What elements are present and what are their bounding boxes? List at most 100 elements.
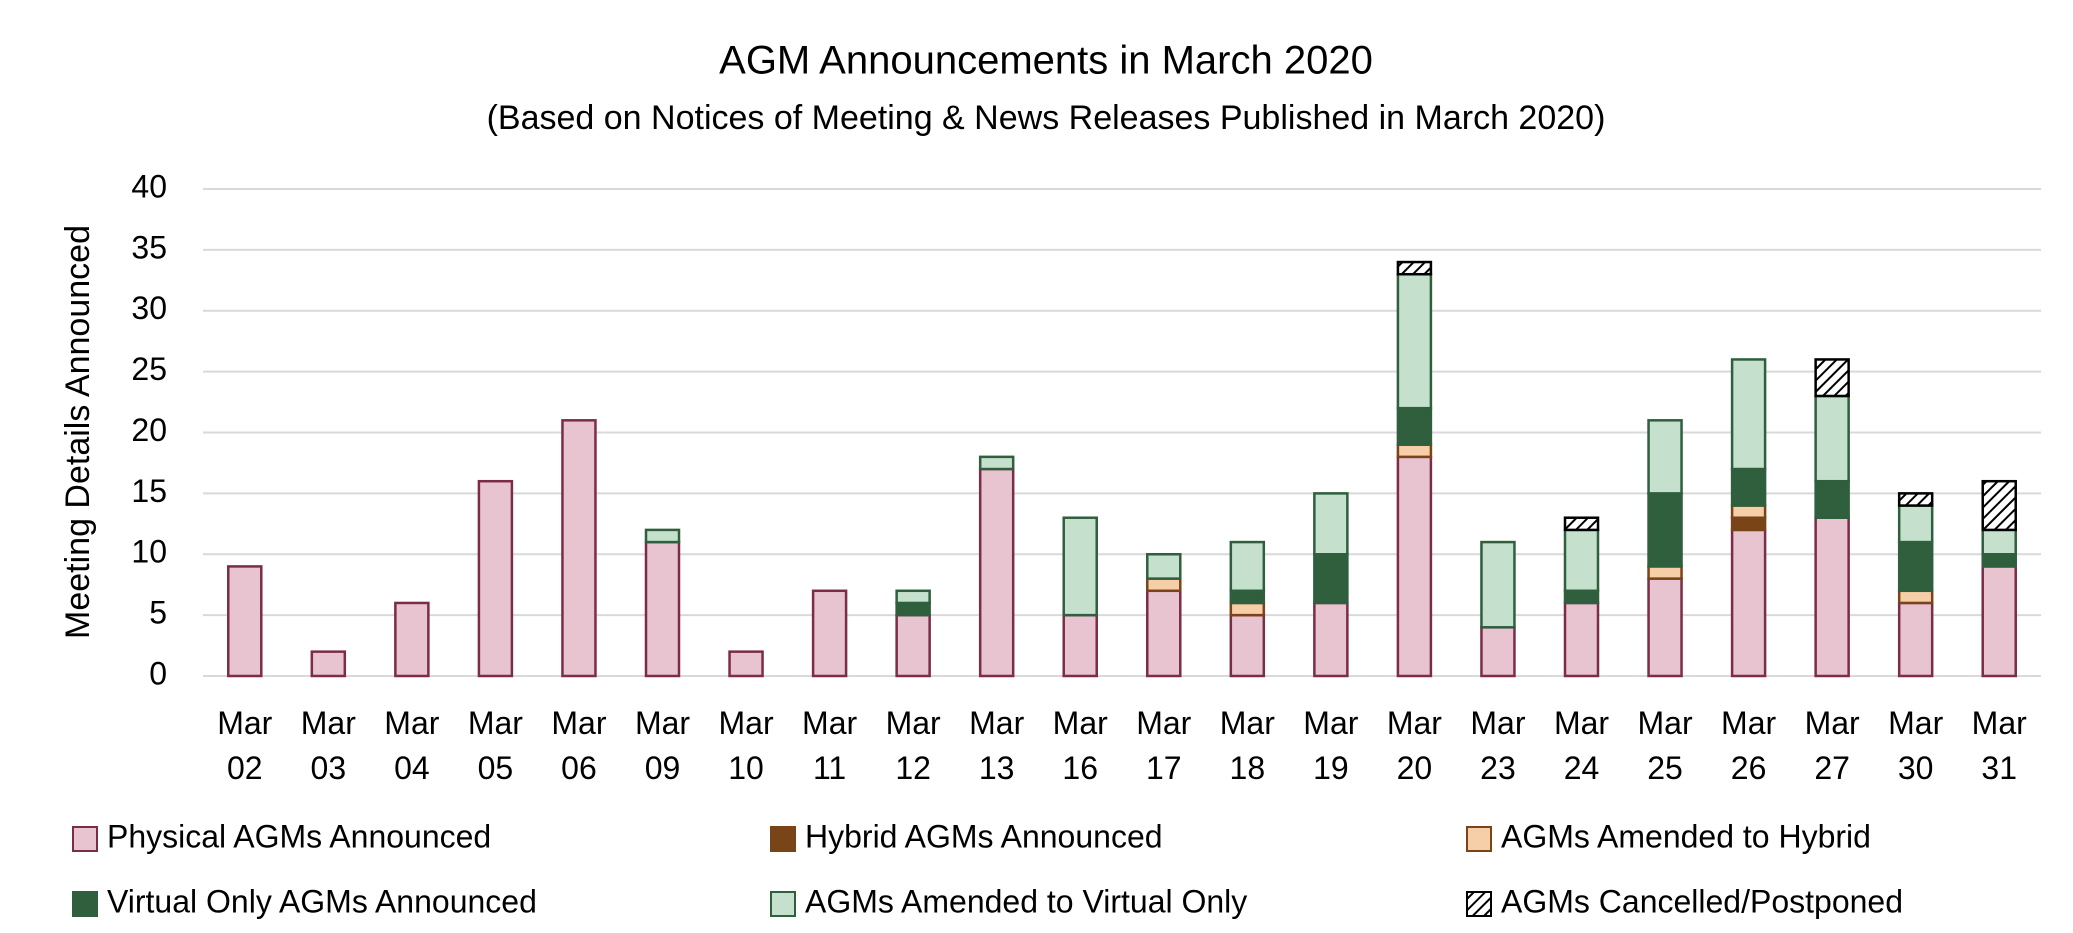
x-tick-label: Mar 04 <box>384 705 439 786</box>
legend-swatch <box>72 891 98 917</box>
bar-segment <box>644 528 681 544</box>
bar-segment <box>1313 492 1349 556</box>
chart-subtitle: (Based on Notices of Meeting & News Rele… <box>487 99 1606 137</box>
bar-segment <box>1396 260 1433 276</box>
y-tick-label: 15 <box>131 473 167 509</box>
bar-segment <box>1647 419 1683 495</box>
bar-segment <box>1981 553 2017 568</box>
bar-segment <box>1229 601 1266 617</box>
x-tick-label: Mar 10 <box>718 705 773 786</box>
bar-segment <box>1313 553 1349 605</box>
bar-segment <box>644 540 681 678</box>
bar-segment <box>1897 589 1934 605</box>
bar-segment <box>1730 516 1767 532</box>
bar-segment <box>978 467 1015 678</box>
legend-label: AGMs Cancelled/Postponed <box>1501 883 1903 919</box>
bar-segment <box>895 601 931 617</box>
legend-label: AGMs Amended to Virtual Only <box>805 883 1247 919</box>
bar-segment <box>895 613 931 678</box>
bar-segment <box>1229 589 1266 605</box>
legend-swatch <box>1466 891 1492 917</box>
x-tick-label: Mar 05 <box>468 705 523 786</box>
bar-segment <box>1814 516 1850 678</box>
bar-segment <box>1396 443 1433 459</box>
bar-segment <box>1814 394 1850 483</box>
x-tick-label: Mar 09 <box>635 705 690 786</box>
x-tick-label: Mar 17 <box>1136 705 1191 786</box>
bar-segment <box>1730 504 1767 519</box>
x-tick-label: Mar 25 <box>1637 705 1692 786</box>
x-tick-label: Mar 31 <box>1972 705 2027 786</box>
bar-segment <box>1563 528 1600 593</box>
y-tick-label: 20 <box>131 412 167 448</box>
bar-segment <box>1480 626 1516 678</box>
x-tick-label: Mar 02 <box>217 705 272 786</box>
bar-segment <box>394 601 430 678</box>
bar-segment <box>1647 492 1683 568</box>
bar-segment <box>477 479 514 678</box>
bar-segment <box>1563 589 1600 605</box>
bar-segment <box>1897 540 1934 593</box>
x-tick-label: Mar 06 <box>551 705 606 786</box>
bar-segment <box>1981 479 2017 532</box>
y-tick-label: 30 <box>131 290 167 326</box>
bar-segment <box>1981 565 2017 678</box>
bar-segment <box>1229 540 1266 593</box>
y-tick-label: 10 <box>131 534 167 570</box>
bar-segment <box>227 565 263 678</box>
bar-segment <box>895 589 931 605</box>
x-tick-label: Mar 26 <box>1721 705 1776 786</box>
bar-segment <box>1396 272 1433 410</box>
x-tick-label: Mar 11 <box>802 705 857 786</box>
x-tick-label: Mar 24 <box>1554 705 1609 786</box>
bar-segment <box>1897 601 1934 678</box>
x-tick-label: Mar 16 <box>1053 705 1108 786</box>
bar-segment <box>1480 540 1516 629</box>
bar-segment <box>1563 601 1600 678</box>
y-tick-label: 40 <box>131 168 167 204</box>
x-tick-label: Mar 18 <box>1220 705 1275 786</box>
x-tick-label: Mar 30 <box>1888 705 1943 786</box>
bar-segment <box>310 650 347 678</box>
bar-segment <box>1313 601 1349 678</box>
bar-segment <box>561 419 597 678</box>
bar-segment <box>1062 613 1098 678</box>
bar-segment <box>1563 516 1600 532</box>
bar-segment <box>1146 589 1182 678</box>
bar-segment <box>1647 565 1683 580</box>
bar-segment <box>1730 358 1767 471</box>
x-tick-label: Mar 27 <box>1805 705 1860 786</box>
bar-segment <box>728 650 764 678</box>
bar-segment <box>1146 553 1182 580</box>
legend-swatch <box>1466 826 1492 852</box>
y-tick-label: 35 <box>131 229 167 265</box>
bar-segment <box>811 589 848 678</box>
bar-segment <box>1814 479 1850 519</box>
bar-segment <box>1396 406 1433 446</box>
y-tick-label: 5 <box>149 595 167 631</box>
legend-label: Virtual Only AGMs Announced <box>107 883 537 919</box>
x-tick-label: Mar 13 <box>969 705 1024 786</box>
legend-swatch <box>770 826 796 852</box>
bar-segment <box>1981 528 2017 556</box>
y-axis-label: Meeting Details Announced <box>59 225 97 639</box>
bar-segment <box>1396 455 1433 678</box>
legend-swatch <box>72 826 98 852</box>
bar-segment <box>978 455 1015 471</box>
bar-segment <box>1062 516 1098 617</box>
bar-segment <box>1897 492 1934 507</box>
x-tick-label: Mar 03 <box>301 705 356 786</box>
bar-segment <box>1814 358 1850 398</box>
legend-label: AGMs Amended to Hybrid <box>1501 818 1871 854</box>
chart-title: AGM Announcements in March 2020 <box>719 39 1373 83</box>
x-tick-label: Mar 23 <box>1470 705 1525 786</box>
bar-segment <box>1229 613 1266 678</box>
x-tick-label: Mar 19 <box>1303 705 1358 786</box>
bar-segment <box>1730 528 1767 678</box>
x-tick-label: Mar 20 <box>1387 705 1442 786</box>
y-tick-label: 25 <box>131 351 167 387</box>
bar-segment <box>1730 467 1767 507</box>
bar-segment <box>1647 577 1683 678</box>
legend-swatch <box>770 891 796 917</box>
